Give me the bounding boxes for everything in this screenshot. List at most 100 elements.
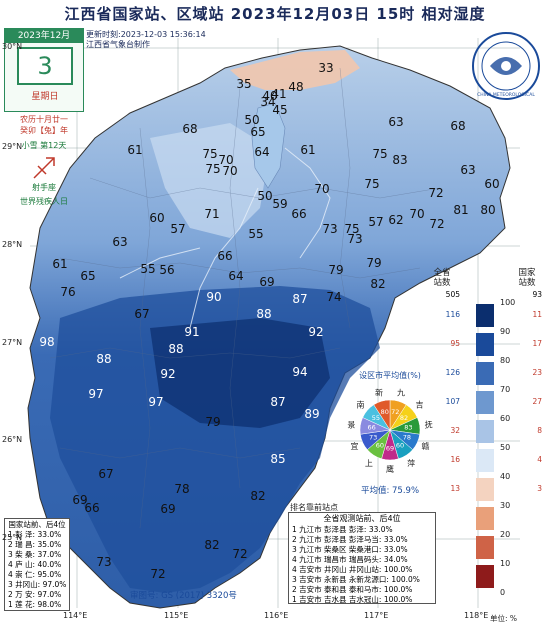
station-value: 98 (39, 335, 54, 349)
station-value: 69 (259, 275, 274, 289)
station-value: 88 (256, 307, 271, 321)
lon-label: 117°E (364, 611, 389, 620)
station-value: 34 (260, 95, 275, 109)
legend-swatch (476, 478, 494, 501)
legend-count: 16 (450, 455, 460, 464)
province-rank-row: 2 吉安市 泰和县 泰和马市: 100.0% (292, 585, 413, 594)
station-value: 97 (148, 395, 163, 409)
station-value: 73 (96, 555, 111, 569)
pie-value: 73 (369, 434, 377, 442)
station-value: 97 (88, 387, 103, 401)
station-value: 45 (272, 103, 287, 117)
national-rank-row: 4 崇 仁: 95.0% (8, 570, 62, 579)
station-value: 61 (127, 143, 142, 157)
station-value: 71 (204, 207, 219, 221)
station-value: 65 (250, 125, 265, 139)
province-rank-table: 全省观测站前、后4位 1 九江市 彭泽县 彭泽: 33.0% 2 九江市 彭泽县 … (288, 512, 436, 604)
legend-swatch (476, 304, 494, 327)
legend-tick: 90 (500, 327, 511, 336)
lon-label: 115°E (164, 611, 189, 620)
lat-label: 28°N (2, 240, 23, 249)
station-value: 66 (217, 249, 232, 263)
producer: 江西省气象台制作 (86, 40, 150, 49)
national-rank-row: 3 井冈山: 97.0% (8, 580, 67, 589)
station-value: 75 (364, 177, 379, 191)
pie-city-label: 景 (347, 420, 355, 429)
station-value: 68 (182, 122, 197, 136)
pie-value: 72 (391, 408, 399, 416)
legend-national-count: 17 (532, 339, 542, 348)
station-value: 65 (80, 269, 95, 283)
rivers (119, 147, 331, 329)
legend-swatch (476, 449, 494, 472)
legend-swatch (476, 536, 494, 559)
station-value: 75 (372, 147, 387, 161)
station-value: 55 (140, 262, 155, 276)
pie-city-label: 萍 (407, 458, 415, 468)
legend-national-total: 93 (532, 290, 542, 299)
national-rank-row: 2 万 安: 97.0% (8, 590, 62, 599)
national-rank-title: 国家站前、后4位 (8, 520, 66, 529)
station-value: 68 (450, 119, 465, 133)
lon-label: 114°E (63, 611, 88, 620)
station-value: 70 (218, 153, 233, 167)
lat-label: 25°N (2, 533, 23, 542)
legend-national-count: 3 (537, 484, 542, 493)
pie-city-label: 新 (375, 388, 383, 398)
station-value: 73 (322, 222, 337, 236)
station-value: 61 (52, 257, 67, 271)
station-value: 72 (428, 186, 443, 200)
lat-label: 30°N (2, 42, 23, 51)
lon-label: 118°E (464, 611, 489, 620)
lunar-line1: 农历十月廿一 (20, 115, 68, 124)
legend-count: 13 (450, 484, 460, 493)
pie-average: 平均值: 75.9% (360, 486, 420, 496)
station-value: 40 (262, 89, 277, 103)
province-rank-row: 1 吉安市 吉水县 吉水冠山: 100.0% (292, 595, 413, 604)
station-value: 87 (292, 292, 307, 306)
province-rank-row: 1 九江市 彭泽县 彭泽: 33.0% (292, 525, 393, 534)
pie-city-label: 宜 (351, 441, 359, 451)
station-value: 81 (453, 203, 468, 217)
legend-count: 116 (445, 310, 460, 319)
station-value: 63 (388, 115, 403, 129)
legend-national-count: 11 (532, 310, 542, 319)
station-value: 41 (271, 87, 286, 101)
legend-tick: 100 (500, 298, 516, 307)
low-humidity-zone (230, 50, 360, 90)
station-value: 55 (248, 227, 263, 241)
station-value: 62 (388, 213, 403, 227)
station-value: 48 (288, 80, 303, 94)
pie-title: 设区市平均值(%) (359, 371, 421, 380)
poyang-lake (251, 102, 286, 189)
legend-total: 505 (445, 290, 460, 299)
station-value: 90 (206, 290, 221, 304)
legend-tick: 80 (500, 356, 511, 365)
zodiac-name: 射手座 (32, 183, 56, 192)
legend-count: 107 (445, 397, 460, 406)
solar-term: 小雪 第12天 (21, 141, 67, 150)
national-rank-row: 2 瑞 昌: 35.0% (8, 540, 62, 549)
station-value: 75 (205, 162, 220, 176)
legend-national-count: 4 (537, 455, 542, 464)
pie-city-label: 上 (365, 459, 373, 468)
legend: 全省 站数 国家 站数 505 93 116 11 95 17 126 23 107 27 32 8 1… (424, 268, 546, 618)
station-value: 75 (344, 222, 359, 236)
station-value: 70 (409, 207, 424, 221)
sagittarius-icon (33, 157, 55, 179)
legend-unit: 单位: % (490, 614, 518, 623)
station-value: 61 (300, 143, 315, 157)
station-value: 70 (314, 182, 329, 196)
date-month: 2023年12月 (5, 29, 83, 43)
pie-city-label: 九 (397, 389, 405, 398)
station-value: 72 (150, 567, 165, 581)
logo-text: CHINA METEOROLOGICAL (477, 92, 535, 98)
province-rank-row: 3 吉安市 永新县 永新龙源口: 100.0% (292, 575, 420, 584)
legend-swatch (476, 565, 494, 588)
province-rank-row: 4 九江市 瑞昌市 瑞昌码头: 34.0% (292, 555, 408, 564)
station-value: 67 (134, 307, 149, 321)
legend-tick: 20 (500, 530, 511, 539)
city-average-pie: 设区市平均值(%) 72 九 82 吉 83 抚 78 赣 60 萍 69 鹰 60 上 73 宜 66 景 55 南… (336, 370, 444, 498)
